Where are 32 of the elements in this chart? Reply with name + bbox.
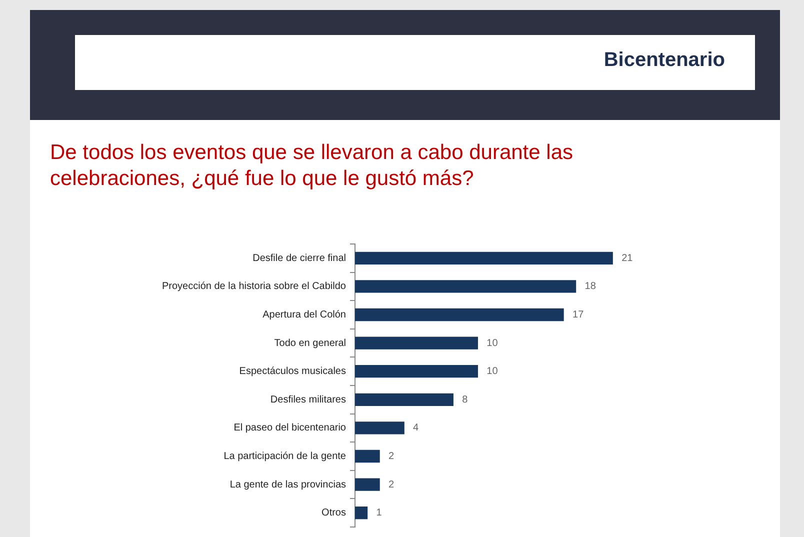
data-label: 21	[622, 252, 634, 264]
data-label: 10	[486, 366, 498, 378]
data-label: 2	[388, 451, 395, 462]
bar	[355, 308, 564, 322]
y-tick-label: El paseo del bicentenario	[234, 422, 346, 434]
bar	[355, 478, 380, 491]
y-tick-label: Todo en general	[274, 338, 346, 349]
data-label: 18	[584, 281, 596, 292]
data-label: 2	[388, 479, 395, 490]
y-tick-label: Espectáculos musicales	[239, 366, 346, 378]
y-tick-label: Desfiles militares	[270, 394, 346, 406]
bar	[355, 393, 454, 406]
y-tick-label: La participación de la gente	[224, 451, 346, 462]
bar	[355, 252, 613, 264]
bar	[355, 422, 404, 434]
data-label: 1	[376, 508, 382, 519]
bar	[355, 336, 478, 350]
y-tick-label: La gente de las provincias	[230, 479, 346, 490]
chart-title: De todos los eventos que se llevaron a cabo durante las celebraciones, ¿qué fue lo que le gustó más?	[50, 140, 574, 192]
text: Bicentenario	[604, 49, 725, 72]
data-label: 8	[462, 394, 468, 406]
bar	[355, 280, 576, 293]
y-tick-label: Desfile de cierre final	[252, 252, 346, 264]
y-tick-label: Proyección de la historia sobre el Cabildo	[162, 281, 346, 292]
y-tick-label: Apertura del Colón	[262, 310, 346, 320]
data-label: 4	[413, 422, 420, 434]
bar	[355, 506, 368, 520]
y-tick-label: Otros	[322, 508, 346, 519]
data-label: 17	[572, 310, 584, 320]
bar	[355, 365, 478, 378]
data-label: 10	[486, 338, 498, 349]
bar	[355, 450, 380, 463]
